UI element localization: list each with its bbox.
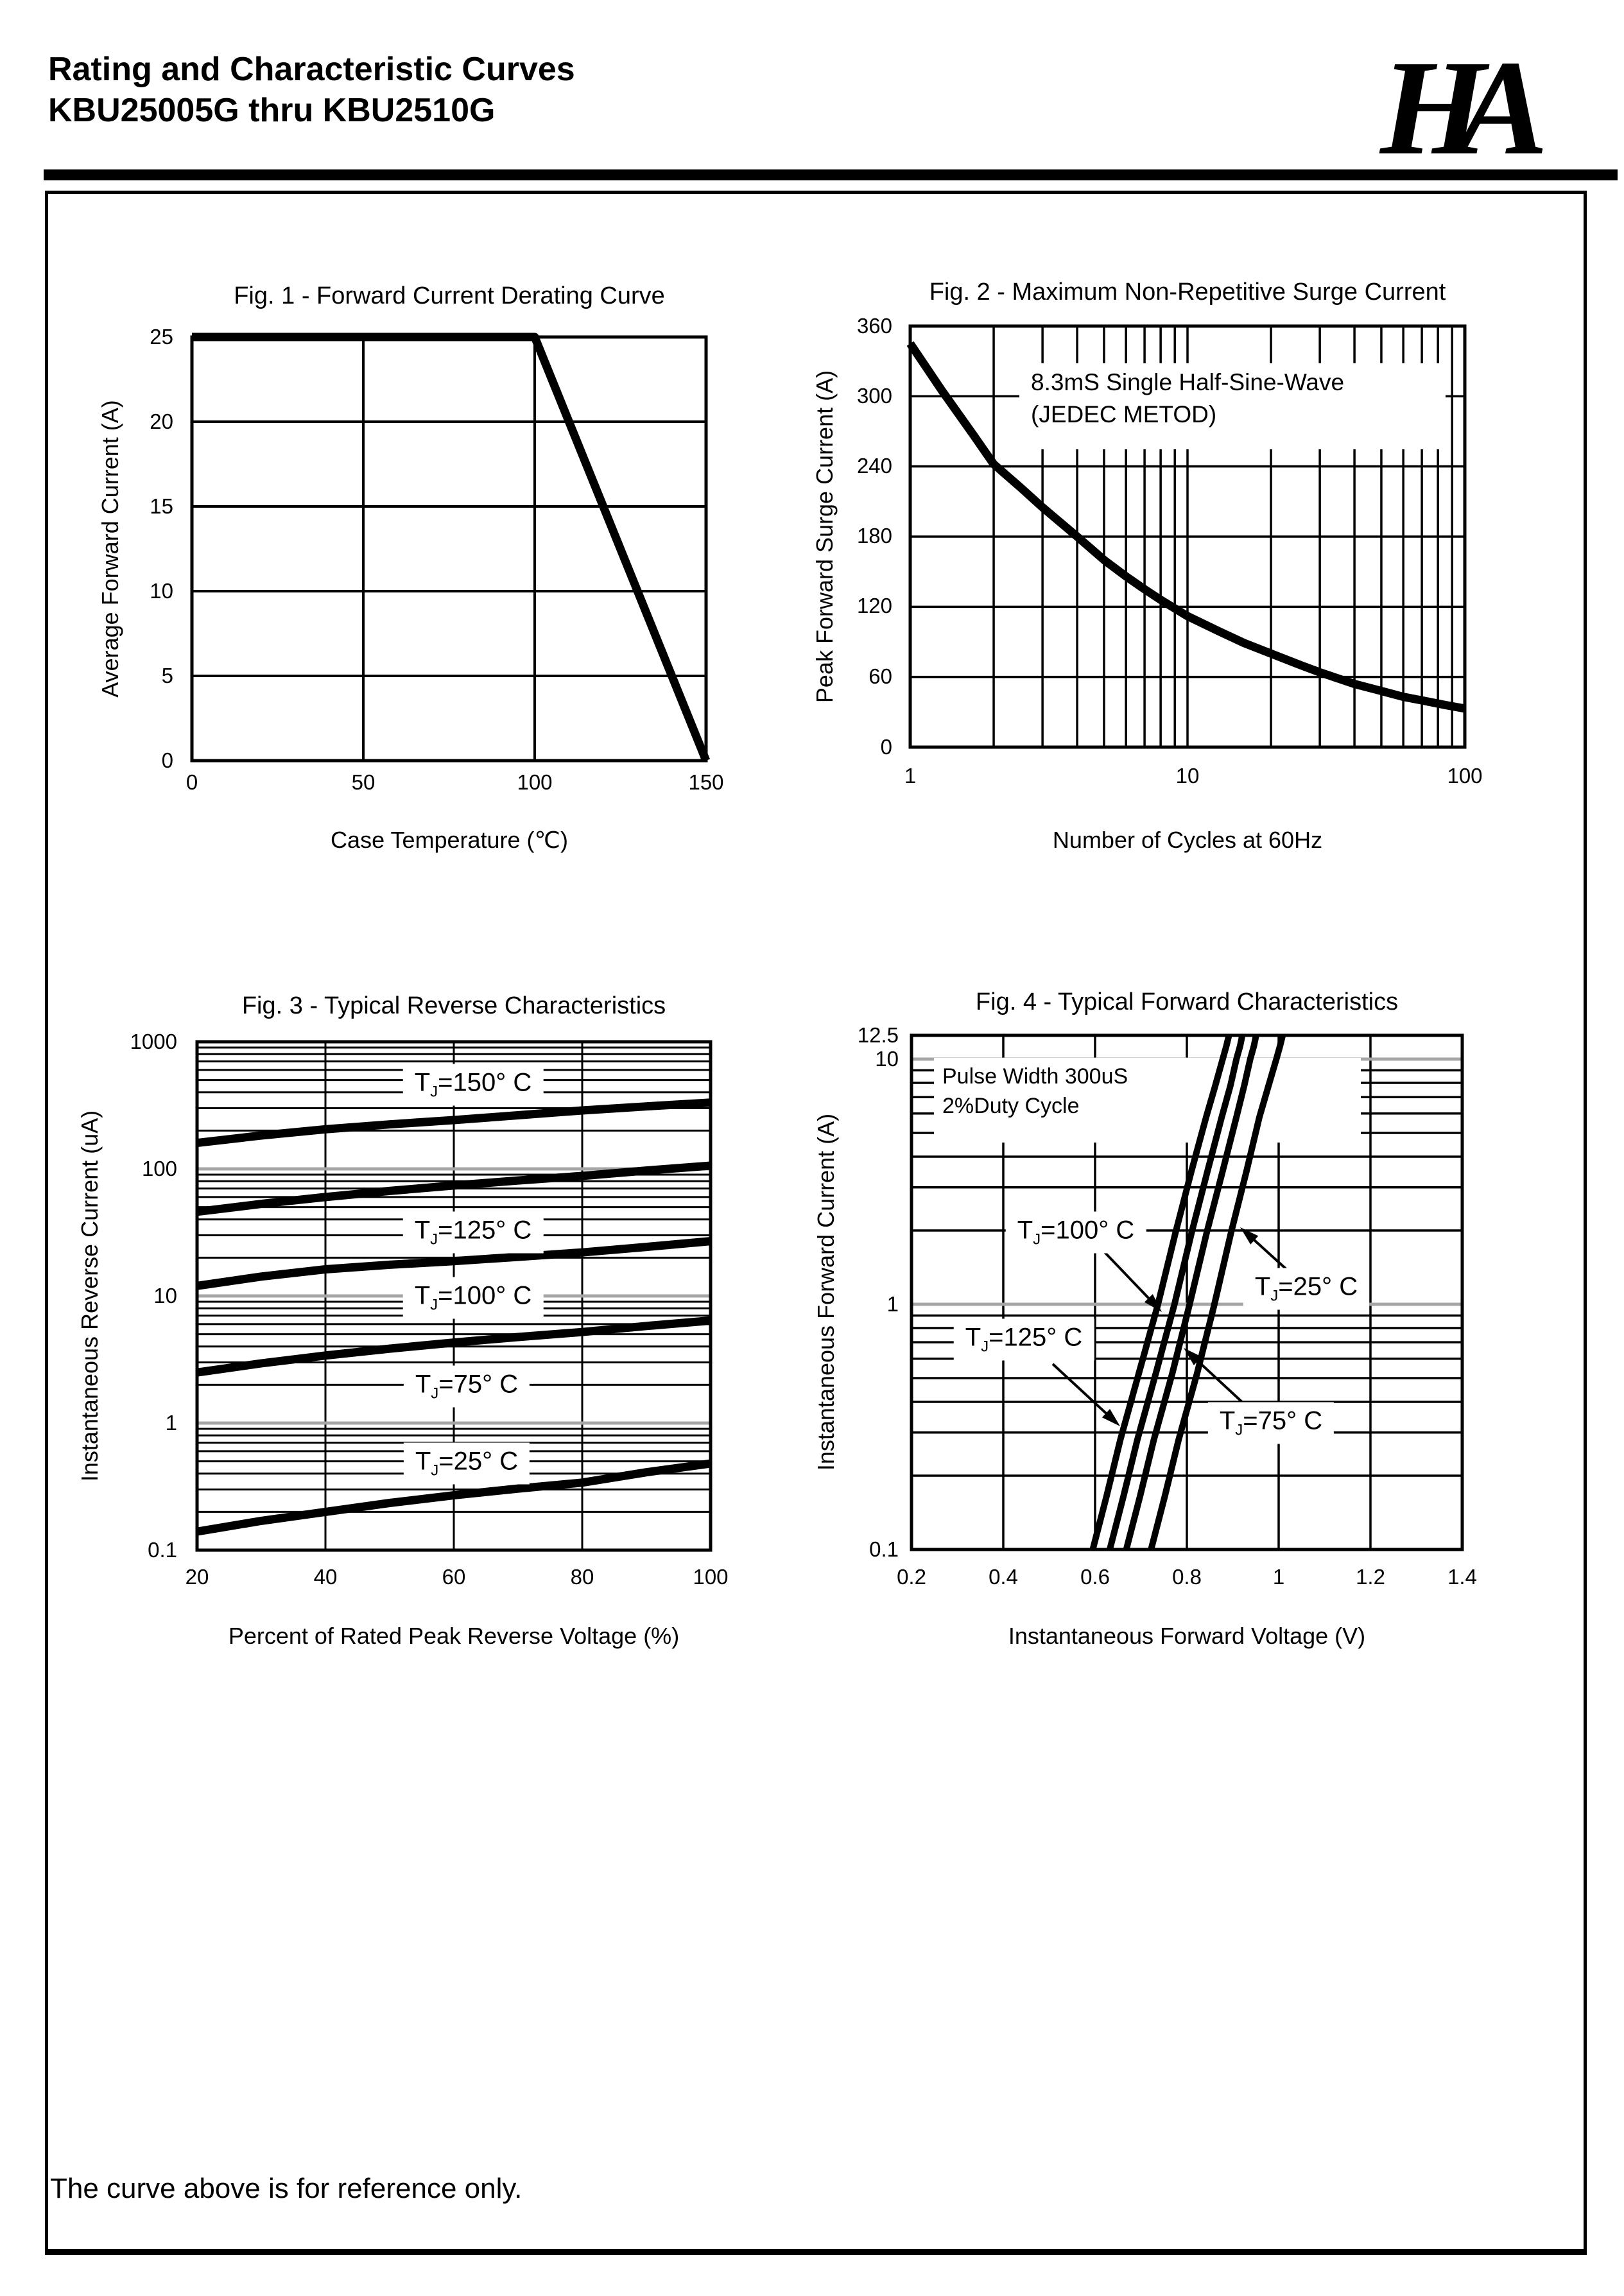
fig4-ytick: 10 [875, 1047, 899, 1071]
fig2-title: Fig. 2 - Maximum Non-Repetitive Surge Cu… [929, 279, 1446, 306]
fig2-note-line1: 8.3mS Single Half-Sine-Wave [1031, 369, 1345, 395]
fig2-note-line2: (JEDEC METOD) [1031, 401, 1217, 427]
fig4-title: Fig. 4 - Typical Forward Characteristics [975, 988, 1399, 1015]
fig3-xtick: 100 [693, 1565, 729, 1589]
fig4-xtick: 1.4 [1447, 1565, 1477, 1589]
fig2-ytick: 240 [856, 454, 892, 478]
fig4-curve-TJ=25C [1148, 1035, 1286, 1549]
header-rule [44, 169, 1618, 180]
page-title: Rating and Characteristic Curves [48, 51, 575, 88]
fig3-y-axis-title: Instantaneous Reverse Current (uA) [76, 1110, 103, 1482]
fig3-xtick: 80 [570, 1565, 594, 1589]
fig4-annotation-box [934, 1058, 1361, 1143]
fig1-curve-max-average-forward-current [192, 332, 711, 763]
fig4-x-axis-title: Instantaneous Forward Voltage (V) [1008, 1623, 1366, 1649]
fig4-xtick: 0.8 [1172, 1565, 1202, 1589]
fig2-xtick: 100 [1447, 764, 1483, 788]
fig4-xtick: 0.2 [897, 1565, 926, 1589]
fig4-test-condition-note: Pulse Width 300uS 2%Duty Cycle [942, 1062, 1128, 1121]
fig2-curve-peak-surge-current [906, 341, 1466, 713]
fig2-ytick: 360 [856, 314, 892, 338]
fig3-curve-TJ=100C [196, 1237, 711, 1290]
fig4-ytick: 0.1 [869, 1537, 899, 1561]
fig1-ytick: 5 [161, 664, 173, 687]
fig4-note-line1: Pulse Width 300uS [942, 1064, 1128, 1089]
fig1-plot-border [190, 335, 708, 763]
fig4-label-arrow [1103, 1250, 1162, 1312]
fig2-ytick: 60 [868, 664, 892, 688]
fig4-ytick: 1 [886, 1292, 899, 1316]
fig4-curve-label-tj75: TJ=75° C [1207, 1402, 1335, 1444]
fig4-label-arrow [1051, 1363, 1120, 1426]
fig3-xtick: 40 [313, 1565, 338, 1589]
fig1-xtick: 50 [351, 770, 376, 794]
fig2-annotation-box [1019, 363, 1446, 449]
fig1-xtick: 150 [688, 770, 724, 794]
fig3-ytick: 0.1 [148, 1538, 177, 1562]
fig3-ytick: 100 [141, 1157, 177, 1180]
fig3-curve-TJ=150C [196, 1098, 711, 1148]
fig1-ytick: 10 [150, 579, 173, 603]
fig2-xtick: 10 [1175, 764, 1200, 788]
fig3-x-axis-title: Percent of Rated Peak Reverse Voltage (%… [228, 1623, 680, 1649]
fig1-ytick: 0 [161, 748, 173, 772]
fig4-y-axis-title: Instantaneous Forward Current (A) [813, 1113, 839, 1471]
fig2-y-axis-title: Peak Forward Surge Current (A) [811, 370, 838, 703]
fig4-ytick: 12.5 [857, 1023, 899, 1047]
fig3-curve-TJ=25C [196, 1459, 711, 1536]
fig1-gridlines [192, 337, 706, 761]
fig1-ytick: 20 [150, 410, 173, 433]
fig3-curve-label-tj125: TJ=125° C [402, 1211, 544, 1254]
reference-note: The curve above is for reference only. [50, 2173, 523, 2204]
fig4-curve-TJ=100C [1107, 1035, 1246, 1549]
fig3-curve-label-tj100: TJ=100° C [402, 1277, 544, 1319]
fig2-plot [906, 324, 1467, 749]
fig3-ytick: 1 [165, 1411, 177, 1435]
fig3-xtick: 60 [442, 1565, 466, 1589]
fig3-curve-label-tj75: TJ=75° C [403, 1365, 530, 1408]
fig2-xtick: 1 [904, 764, 917, 788]
fig3-title: Fig. 3 - Typical Reverse Characteristics [241, 992, 666, 1019]
fig3-curve-TJ=75C [196, 1316, 711, 1377]
fig4-curve-label-tj25: TJ=25° C [1243, 1268, 1370, 1310]
fig4-xtick: 1 [1272, 1565, 1285, 1589]
fig1-xtick: 100 [517, 770, 553, 794]
fig2-test-condition-note: 8.3mS Single Half-Sine-Wave (JEDEC METOD… [1031, 367, 1344, 431]
fig4-xtick: 1.2 [1356, 1565, 1385, 1589]
fig1-xtick: 0 [186, 770, 198, 794]
fig1-x-axis-title: Case Temperature (℃) [331, 827, 568, 853]
fig4-plot-border [910, 1033, 1464, 1551]
fig3-curve-label-tj25: TJ=25° C [403, 1442, 530, 1485]
fig2-ytick: 300 [856, 384, 892, 408]
brand-logo: HA [1380, 32, 1548, 183]
fig2-ytick: 120 [856, 594, 892, 617]
fig4-xtick: 0.4 [989, 1565, 1018, 1589]
fig2-x-axis-title: Number of Cycles at 60Hz [1052, 827, 1323, 853]
fig3-curve-label-tj150: TJ=150° C [402, 1064, 544, 1106]
fig2-ytick: 180 [856, 524, 892, 548]
fig1-ytick: 15 [150, 494, 173, 518]
fig4-xtick: 0.6 [1080, 1565, 1110, 1589]
fig2-ytick: 0 [880, 735, 892, 759]
content-frame [45, 191, 1587, 2255]
fig2-plot-border [908, 324, 1467, 749]
part-number-range: KBU25005G thru KBU2510G [48, 92, 496, 129]
fig4-curve-TJ=75C [1123, 1035, 1259, 1549]
fig4-curve-label-tj100: TJ=100° C [1005, 1211, 1146, 1254]
fig4-curve-TJ=125C [1089, 1035, 1232, 1549]
fig3-ytick: 1000 [130, 1030, 177, 1053]
fig4-curve-label-tj125: TJ=125° C [953, 1318, 1094, 1361]
fig4-note-line2: 2%Duty Cycle [942, 1094, 1080, 1118]
fig3-plot-border [195, 1040, 713, 1552]
fig4-label-arrow [1184, 1348, 1245, 1404]
fig1-title: Fig. 1 - Forward Current Derating Curve [234, 282, 665, 309]
fig3-xtick: 20 [185, 1565, 209, 1589]
fig1-ytick: 25 [150, 325, 173, 349]
fig1-y-axis-title: Average Forward Current (A) [97, 400, 123, 698]
fig3-ytick: 10 [153, 1284, 177, 1308]
fig1-plot [190, 332, 711, 763]
fig3-curve-TJ=125C [196, 1161, 711, 1216]
